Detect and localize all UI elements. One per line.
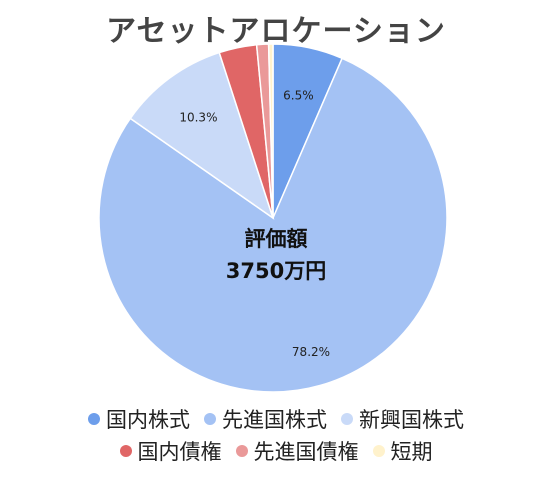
center-label-line2: 3750万円 <box>225 259 327 283</box>
legend-swatch <box>119 445 132 457</box>
legend-item-developed-stock[interactable]: 先進国株式 <box>204 404 327 434</box>
chart-title: アセットアロケーション <box>106 14 446 49</box>
pie-slice-1[interactable] <box>98 57 448 393</box>
legend-item-emerging-stock[interactable]: 新興国株式 <box>341 404 464 434</box>
legend-item-developed-bond[interactable]: 先進国債権 <box>235 436 359 466</box>
legend-label: 国内株式 <box>106 408 190 432</box>
slice-data-label-0: 6.5% <box>283 88 314 102</box>
legend-label: 先進国株式 <box>222 408 327 432</box>
legend-swatch <box>235 445 248 457</box>
legend-item-domestic-stock[interactable]: 国内株式 <box>88 404 190 434</box>
center-label-line1: 評価額 <box>244 227 308 251</box>
legend-swatch <box>372 445 385 457</box>
legend-item-domestic-bond[interactable]: 国内債権 <box>119 436 222 466</box>
legend-label: 新興国株式 <box>359 408 464 432</box>
legend-swatch <box>88 413 100 425</box>
pie-slice-2[interactable] <box>129 51 275 220</box>
legend-label: 国内債権 <box>137 440 222 464</box>
slice-data-label-2: 10.3% <box>179 110 217 124</box>
legend-row-2: 国内債権 先進国債権 短期 <box>0 436 552 466</box>
legend-swatch <box>204 413 216 425</box>
slice-data-label-1: 78.2% <box>292 345 330 359</box>
legend-item-short-term[interactable]: 短期 <box>372 436 433 466</box>
legend-swatch <box>341 413 353 425</box>
legend-label: 先進国債権 <box>253 440 359 464</box>
pie-slice-5[interactable] <box>267 43 274 219</box>
legend-label: 短期 <box>390 440 433 464</box>
legend-row-1: 国内株式 先進国株式 新興国株式 <box>0 404 552 434</box>
